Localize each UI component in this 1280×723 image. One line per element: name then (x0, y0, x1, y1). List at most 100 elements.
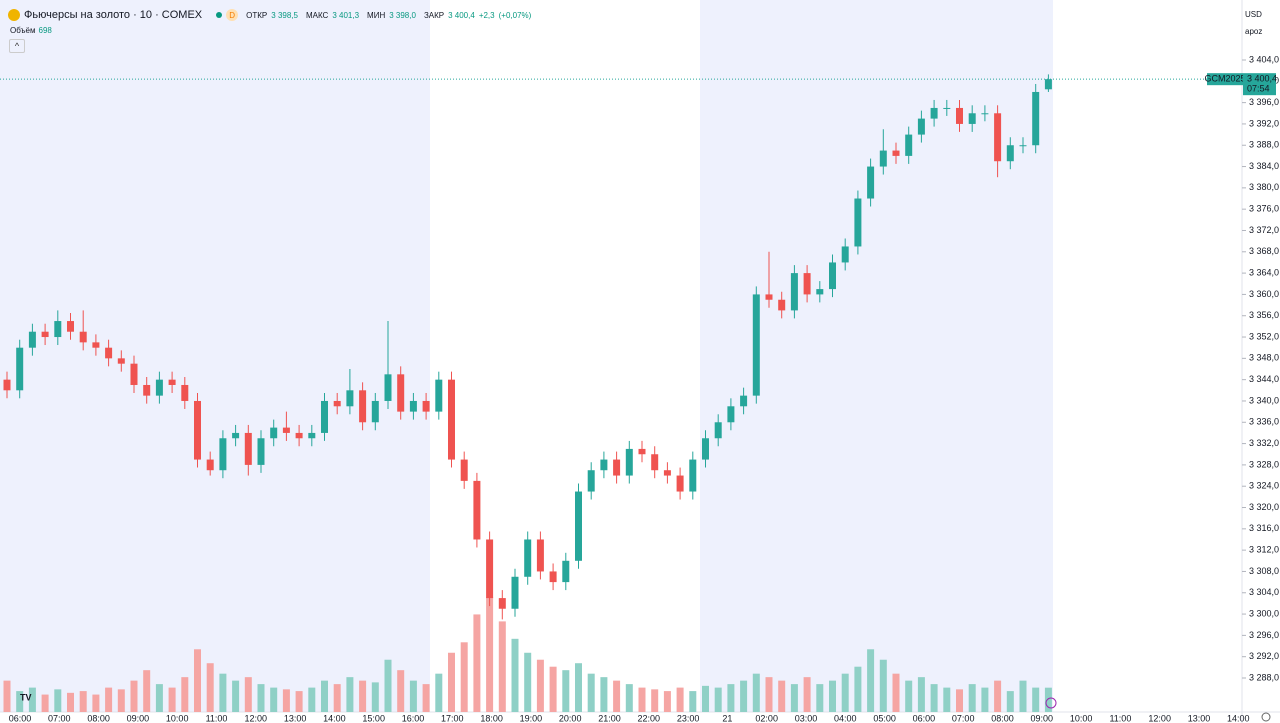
candle-body (1044, 79, 1052, 90)
x-tick-label: 10:00 (1070, 713, 1093, 723)
x-tick-label: 15:00 (362, 713, 385, 723)
y-tick-label: 3 304,0 (1249, 587, 1279, 597)
y-tick-label: 3 368,0 (1249, 246, 1279, 256)
volume-bar (778, 680, 786, 712)
volume-bar (956, 689, 963, 712)
volume-bar (803, 677, 811, 712)
volume-bar (663, 691, 671, 712)
open-label: ОТКР (246, 10, 268, 20)
volume-bar (511, 638, 519, 712)
x-tick-label: 23:00 (677, 713, 700, 723)
candle-body (549, 571, 557, 583)
x-tick-label: 21:00 (598, 713, 621, 723)
candle-body (968, 113, 976, 124)
price-tag (1243, 73, 1276, 96)
volume-bar (3, 680, 11, 712)
volume-bar (816, 684, 824, 712)
x-tick-label: 18:00 (480, 713, 503, 723)
candle-body (575, 491, 582, 561)
candle-body (917, 118, 925, 135)
volume-bar (575, 663, 582, 712)
volume-bar (1006, 691, 1014, 712)
volume-bar (943, 687, 951, 712)
y-tick-label: 3 360,0 (1249, 289, 1279, 299)
y-tick-label: 3 332,0 (1249, 438, 1279, 448)
x-tick-label: 21 (722, 713, 732, 723)
x-tick-label: 22:00 (638, 713, 661, 723)
volume-bar (702, 685, 709, 712)
x-tick-label: 03:00 (795, 713, 818, 723)
volume-bar (117, 689, 125, 712)
candle-body (333, 400, 341, 407)
volume-bar (676, 687, 684, 712)
volume-bar (841, 673, 849, 712)
volume-legend: Объём 698 (10, 26, 52, 35)
candle-body (295, 432, 303, 439)
candle-body (155, 379, 163, 396)
candle-body (422, 400, 430, 412)
x-tick-label: 11:00 (1109, 713, 1131, 723)
logo: TV (20, 692, 32, 702)
y-tick-label: 3 364,0 (1249, 267, 1279, 277)
volume-bar (486, 597, 494, 712)
y-tick-label: 3 308,0 (1249, 566, 1279, 576)
x-tick-label: 13:00 (284, 713, 307, 723)
y-tick-label: 3 384,0 (1249, 161, 1279, 171)
volume-bar (168, 687, 176, 712)
candle-body (879, 150, 887, 167)
candle-body (67, 321, 74, 332)
volume-bar (41, 694, 49, 712)
x-tick-label: 07:00 (48, 713, 71, 723)
y-tick-label: 3 336,0 (1249, 417, 1279, 427)
volume-bar (587, 673, 595, 712)
candle-body (117, 358, 125, 364)
volume-bar (105, 687, 113, 712)
x-tick-label: 08:00 (991, 713, 1014, 723)
candle-body (28, 331, 36, 348)
low-value: 3 398,0 (389, 10, 416, 20)
candle-body (689, 459, 697, 492)
volume-bar (359, 680, 367, 712)
low-label: МИН (367, 10, 386, 20)
y-tick-label: 3 296,0 (1249, 630, 1279, 640)
countdown-text: 07:54 (1247, 84, 1270, 94)
candle-body (168, 379, 176, 385)
volume-bar (1044, 687, 1052, 712)
x-tick-label: 12:00 (245, 713, 268, 723)
volume-bar (867, 649, 875, 712)
scale-mode[interactable]: apoz (1245, 27, 1263, 36)
y-tick-label: 3 328,0 (1249, 459, 1279, 469)
candle-body (676, 475, 684, 492)
change-pct: (+0,07%) (498, 10, 532, 20)
candle-body (16, 347, 24, 391)
volume-bar (54, 689, 62, 712)
volume-bar (600, 677, 608, 712)
candle-body (638, 448, 646, 455)
candle-body (194, 400, 201, 460)
candle-body (651, 454, 659, 471)
settings-icon[interactable] (1261, 712, 1271, 722)
candle-body (752, 294, 760, 396)
volume-bar (181, 677, 189, 712)
y-tick-label: 3 312,0 (1249, 545, 1279, 555)
collapse-button[interactable]: ^ (9, 39, 25, 53)
candle-body (790, 273, 798, 311)
legend-header: Фьючерсы на золото · 10 · COMEX D ОТКР 3 … (8, 9, 531, 21)
volume-bar (308, 687, 316, 712)
candle-body (778, 299, 786, 311)
candle-body (930, 107, 938, 119)
volume-bar (930, 684, 938, 712)
candle-body (702, 438, 709, 460)
candle-body (740, 395, 748, 407)
volume-bar (448, 652, 455, 712)
y-tick-label: 3 376,0 (1249, 204, 1279, 214)
candle-body (321, 400, 328, 433)
volume-bar (689, 691, 697, 712)
currency-selector[interactable]: USD (1245, 10, 1262, 19)
volume-bar (333, 684, 341, 712)
open-value: 3 398,5 (271, 10, 298, 20)
candle-body (536, 539, 544, 572)
candle-body (803, 273, 811, 295)
y-tick-label: 3 356,0 (1249, 310, 1279, 320)
y-tick-label: 3 292,0 (1249, 651, 1279, 661)
